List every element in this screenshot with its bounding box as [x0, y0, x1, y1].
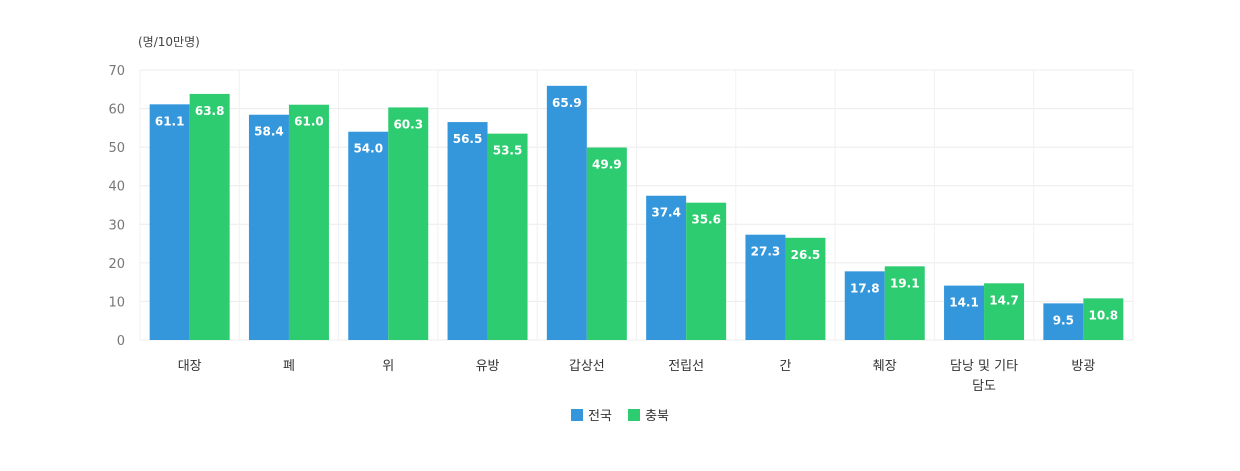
- x-tick-label: 폐: [283, 359, 295, 374]
- bar-nationwide: [646, 195, 687, 340]
- y-tick-label: 70: [108, 64, 125, 79]
- bar-value-label: 65.9: [552, 96, 582, 110]
- bar-nationwide: [149, 104, 190, 340]
- x-tick-label: 대장: [178, 359, 202, 374]
- bar-value-label: 53.5: [493, 144, 523, 158]
- legend-item-nationwide[interactable]: 전국: [571, 405, 612, 424]
- x-tick-label: 간: [779, 359, 791, 374]
- bar-chungbuk: [388, 107, 429, 341]
- bar-value-label: 27.3: [751, 245, 781, 259]
- bar-value-label: 56.5: [453, 132, 483, 146]
- bar-value-label: 54.0: [353, 142, 383, 156]
- bar-chungbuk: [884, 266, 925, 340]
- bar-value-label: 9.5: [1053, 313, 1074, 327]
- bar-value-label: 61.0: [294, 115, 324, 129]
- bar-chungbuk: [785, 237, 826, 340]
- bar-value-label: 61.1: [155, 114, 185, 128]
- x-tick-label: 담낭 및 기타: [950, 359, 1018, 374]
- bar-nationwide: [745, 234, 786, 340]
- bar-chungbuk: [586, 147, 627, 340]
- bar-value-label: 19.1: [890, 276, 920, 290]
- x-tick-label: 유방: [476, 359, 500, 374]
- legend-swatch-chungbuk: [628, 408, 641, 421]
- bar-value-label: 14.7: [989, 293, 1019, 307]
- y-tick-label: 30: [108, 218, 125, 233]
- y-tick-label: 60: [108, 103, 125, 118]
- legend-label-chungbuk: 충북: [645, 409, 669, 424]
- bar-nationwide: [844, 271, 885, 340]
- bar-nationwide: [348, 131, 389, 340]
- x-tick-label: 췌장: [873, 359, 897, 374]
- bar-chungbuk: [984, 283, 1025, 340]
- y-tick-label: 10: [108, 295, 125, 310]
- bar-value-label: 37.4: [651, 206, 681, 220]
- bar-value-label: 14.1: [949, 296, 979, 310]
- x-tick-label: 방광: [1071, 359, 1095, 374]
- bar-value-label: 63.8: [195, 104, 225, 118]
- x-tick-label: 담도: [972, 379, 996, 394]
- bar-chungbuk: [686, 202, 727, 340]
- bar-value-label: 10.8: [1089, 308, 1119, 322]
- bar-nationwide: [447, 122, 488, 340]
- bar-value-label: 49.9: [592, 158, 622, 172]
- bar-value-label: 17.8: [850, 281, 880, 295]
- legend-item-chungbuk[interactable]: 충북: [628, 405, 669, 424]
- y-tick-label: 50: [108, 141, 125, 156]
- bar-chungbuk: [288, 104, 329, 340]
- x-tick-label: 전립선: [668, 359, 704, 374]
- bar-chungbuk: [1083, 298, 1124, 340]
- bar-value-label: 26.5: [791, 248, 821, 262]
- bar-chungbuk: [189, 93, 230, 341]
- legend-label-nationwide: 전국: [588, 409, 612, 424]
- bar-value-label: 35.6: [691, 213, 721, 227]
- bar-value-label: 58.4: [254, 125, 284, 139]
- bar-nationwide: [546, 85, 587, 340]
- x-tick-label: 갑상선: [569, 359, 605, 374]
- bar-nationwide: [1043, 303, 1084, 340]
- legend: 전국 충북: [0, 405, 1240, 425]
- bar-nationwide: [248, 114, 289, 340]
- bar-chungbuk: [487, 133, 528, 340]
- x-tick-label: 위: [382, 359, 394, 374]
- y-tick-label: 40: [108, 180, 125, 195]
- y-tick-label: 20: [108, 257, 125, 272]
- bar-nationwide: [944, 285, 985, 340]
- legend-swatch-nationwide: [571, 408, 583, 421]
- unit-label: (명/10만명): [138, 35, 200, 49]
- y-tick-label: 0: [117, 334, 125, 349]
- bar-value-label: 60.3: [393, 117, 423, 131]
